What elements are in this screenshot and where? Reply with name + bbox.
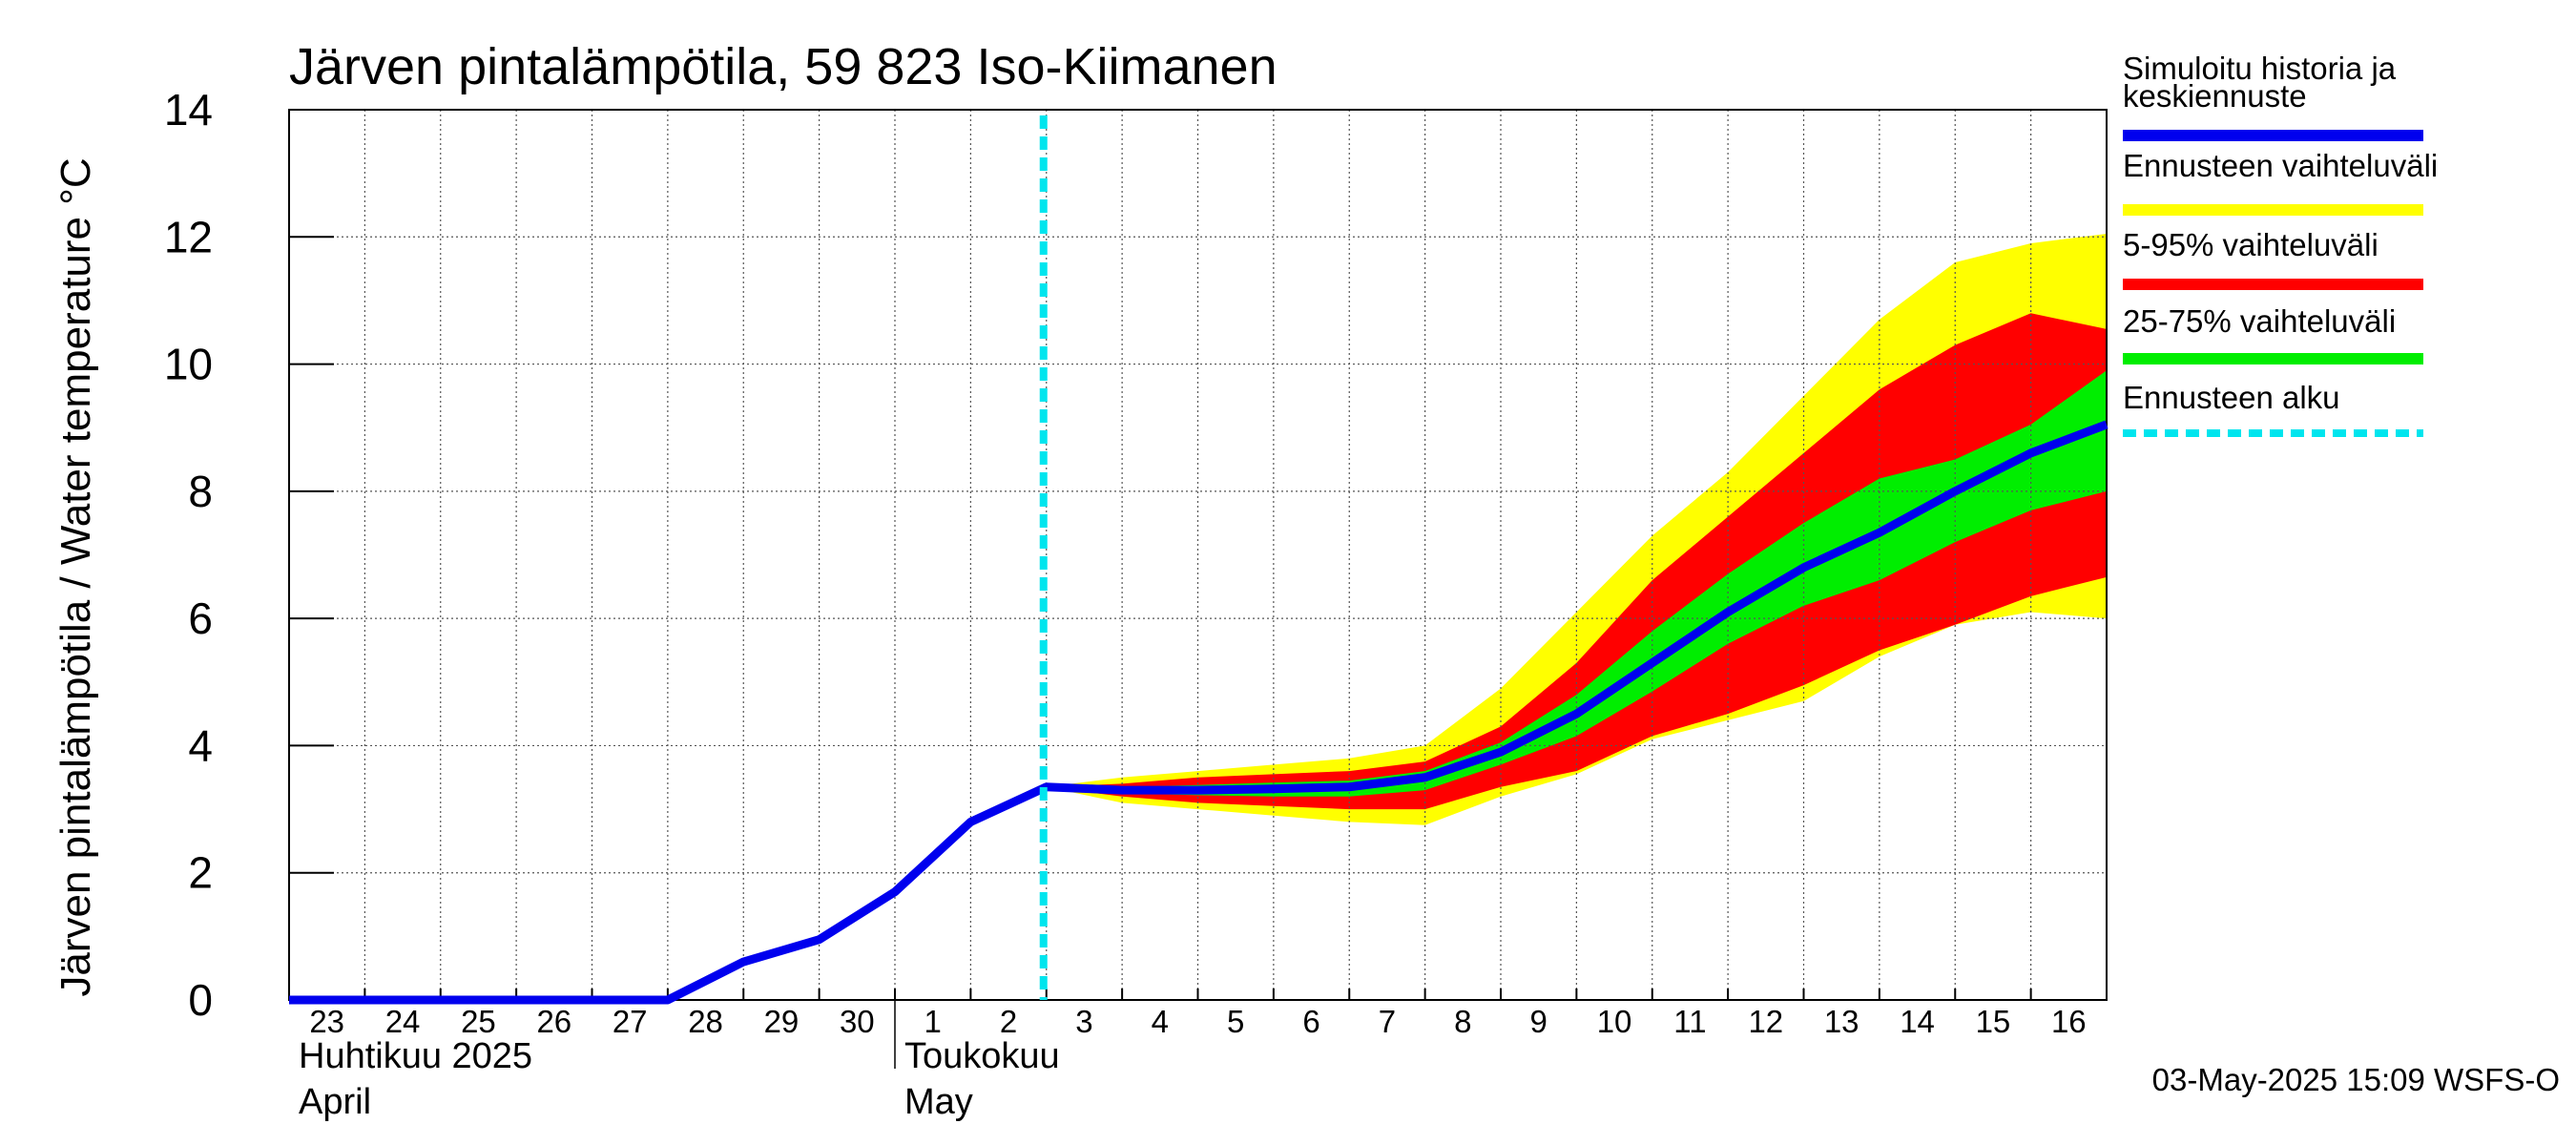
legend-label-p5_95: 5-95% vaihteluväli xyxy=(2123,227,2379,262)
month-label-en: April xyxy=(299,1082,371,1122)
x-tick-label: 3 xyxy=(1075,1004,1092,1039)
x-tick-label: 24 xyxy=(385,1004,421,1039)
x-tick-label: 26 xyxy=(536,1004,571,1039)
y-tick-label: 14 xyxy=(164,85,213,135)
legend-label-median: Simuloitu historia ja xyxy=(2123,51,2397,86)
legend-label-start: Ennusteen alku xyxy=(2123,380,2340,415)
x-tick-label: 29 xyxy=(764,1004,800,1039)
series-line-median xyxy=(289,420,2109,1005)
x-tick-label: 7 xyxy=(1379,1004,1396,1039)
x-tick-label: 4 xyxy=(1152,1004,1169,1039)
x-tick-label: 5 xyxy=(1227,1004,1244,1039)
x-tick-label: 6 xyxy=(1302,1004,1319,1039)
x-tick-label: 28 xyxy=(688,1004,723,1039)
band-p5_95 xyxy=(1046,313,2107,810)
x-tick-label: 11 xyxy=(1673,1004,1706,1039)
x-tick-label: 16 xyxy=(2051,1004,2087,1039)
legend-label-full: Ennusteen vaihteluväli xyxy=(2123,148,2438,183)
month-label: Huhtikuu 2025 xyxy=(299,1036,532,1076)
x-tick-label: 27 xyxy=(613,1004,648,1039)
x-tick-label: 1 xyxy=(924,1004,942,1039)
x-tick-label: 8 xyxy=(1454,1004,1471,1039)
legend-label-p25_75: 25-75% vaihteluväli xyxy=(2123,303,2396,339)
x-tick-label: 10 xyxy=(1597,1004,1632,1039)
x-tick-label: 9 xyxy=(1530,1004,1548,1039)
y-tick-label: 8 xyxy=(188,467,213,516)
x-tick-label: 15 xyxy=(1976,1004,2011,1039)
x-tick-label: 12 xyxy=(1748,1004,1783,1039)
legend-label-median: keskiennuste xyxy=(2123,78,2307,114)
x-tick-label: 23 xyxy=(309,1004,344,1039)
x-tick-label: 30 xyxy=(840,1004,875,1039)
y-tick-label: 12 xyxy=(164,212,213,261)
x-tick-label: 13 xyxy=(1824,1004,1859,1039)
x-tick-label: 14 xyxy=(1900,1004,1935,1039)
y-tick-label: 0 xyxy=(188,975,213,1025)
y-axis-label: Järven pintalämpötila / Water temperatur… xyxy=(52,157,99,996)
month-label-en: May xyxy=(904,1082,973,1122)
y-tick-label: 4 xyxy=(188,720,213,770)
x-tick-label: 2 xyxy=(1000,1004,1017,1039)
y-tick-label: 10 xyxy=(164,340,213,389)
band-full xyxy=(1046,233,2107,825)
x-tick-label: 25 xyxy=(461,1004,496,1039)
month-label: Toukokuu xyxy=(904,1036,1060,1076)
chart-title: Järven pintalämpötila, 59 823 Iso-Kiiman… xyxy=(289,38,1278,95)
timestamp-label: 03-May-2025 15:09 WSFS-O xyxy=(2152,1062,2560,1097)
y-tick-label: 2 xyxy=(188,848,213,898)
y-tick-label: 6 xyxy=(188,593,213,643)
